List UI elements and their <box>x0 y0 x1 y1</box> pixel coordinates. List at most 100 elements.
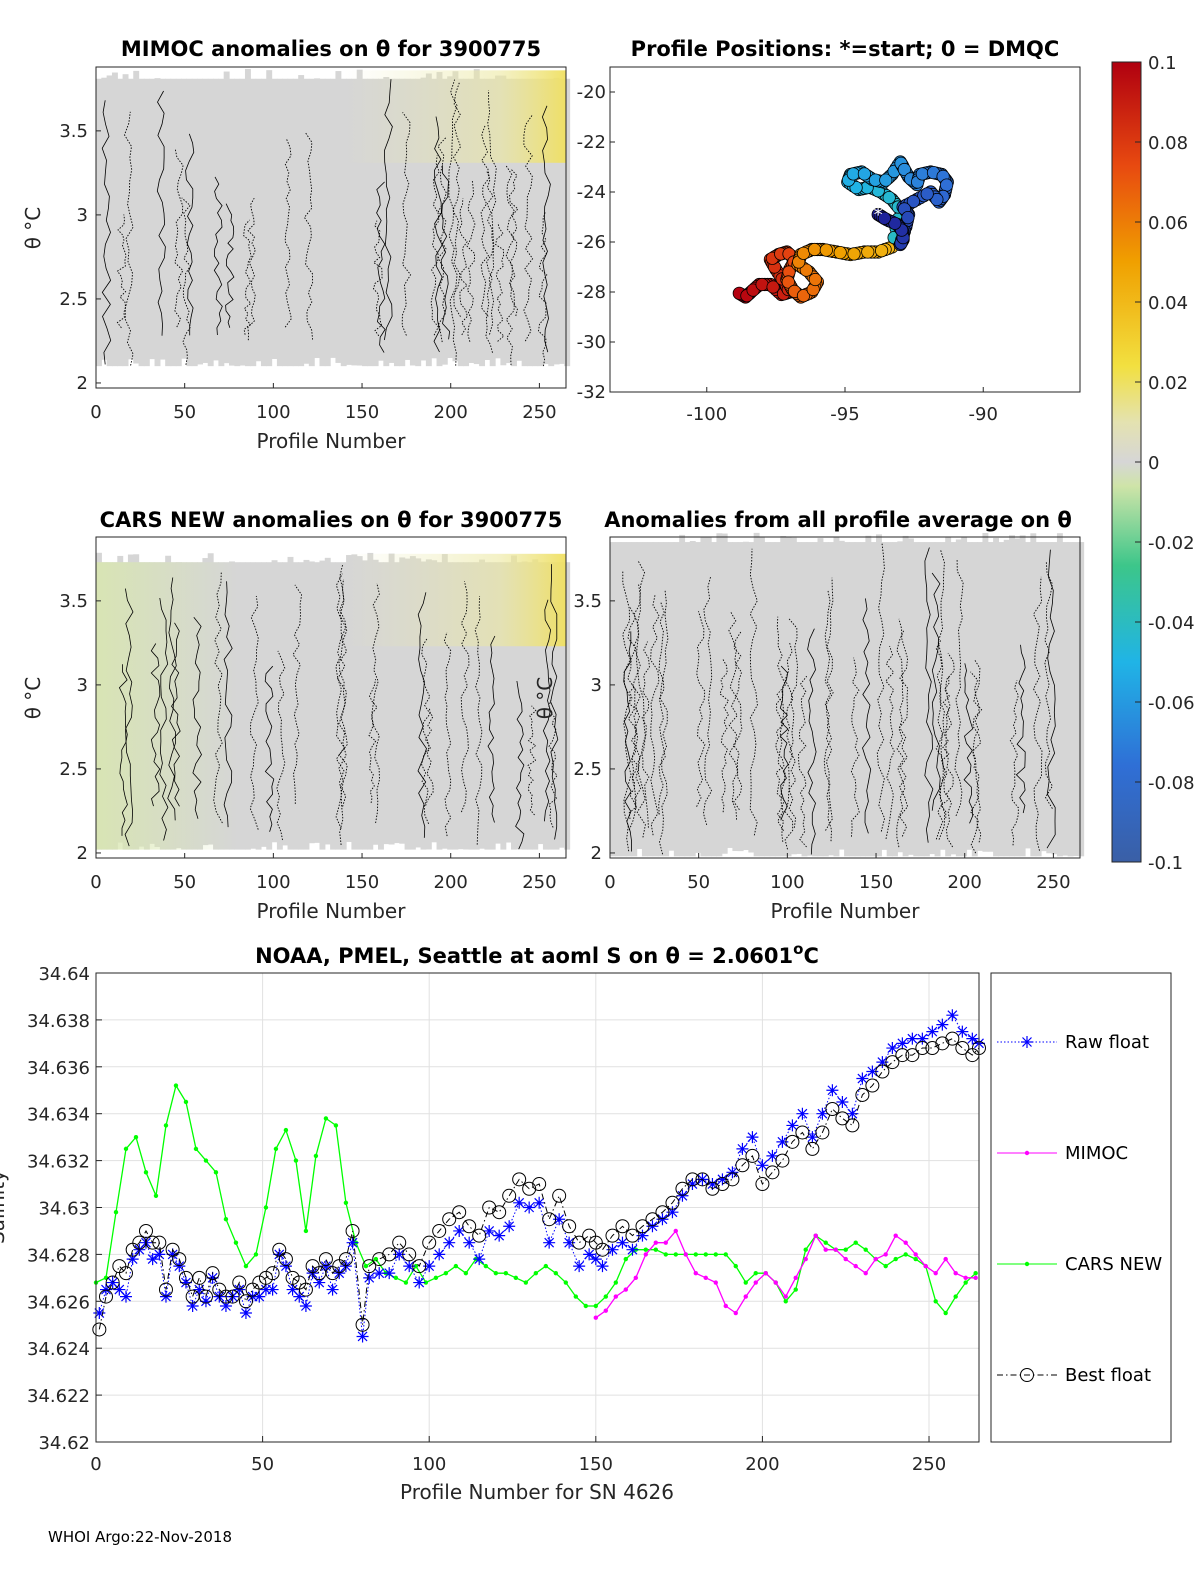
data-point <box>382 1247 397 1262</box>
contour-line <box>171 622 181 807</box>
field-column <box>532 559 539 850</box>
data-point <box>946 1009 959 1022</box>
field-column <box>149 78 156 360</box>
field-column <box>982 532 989 852</box>
data-point <box>655 1205 670 1220</box>
data-point <box>925 1041 940 1056</box>
contour-line <box>823 589 832 842</box>
contour-line <box>898 618 909 837</box>
contour-line <box>460 581 470 813</box>
field-column <box>801 542 808 857</box>
data-point <box>146 1253 159 1266</box>
data-point <box>272 1242 287 1257</box>
profile-position-marker <box>846 167 860 181</box>
data-point <box>873 1256 878 1262</box>
data-point <box>563 1236 576 1249</box>
data-point <box>522 1181 537 1196</box>
contour-line <box>124 588 134 847</box>
field-column <box>1009 535 1015 857</box>
data-point <box>645 1212 660 1227</box>
field-column <box>308 78 315 367</box>
x-tick-label: 100 <box>256 402 290 423</box>
data-point <box>616 1236 629 1249</box>
field-column <box>356 69 363 366</box>
data-point <box>953 1270 958 1276</box>
profile-position-marker <box>833 246 847 260</box>
allavg-ylabel: θ °C <box>533 677 557 720</box>
field-column <box>907 538 914 855</box>
field-column <box>511 555 517 850</box>
field-column <box>652 542 659 857</box>
field-column <box>620 542 627 857</box>
field-column <box>521 78 528 367</box>
data-point <box>893 1256 898 1262</box>
contour-line <box>931 572 941 811</box>
field-column <box>388 78 395 363</box>
data-point <box>192 1270 207 1285</box>
data-point <box>913 1256 918 1262</box>
data-point <box>553 1270 559 1276</box>
field-column <box>319 78 326 367</box>
data-point <box>763 1270 768 1276</box>
field-column <box>324 78 331 367</box>
data-point <box>626 1243 639 1256</box>
profile-position-marker <box>879 173 893 187</box>
data-point <box>596 1260 609 1273</box>
field-column <box>303 559 310 850</box>
data-point <box>283 1127 289 1133</box>
field-column <box>939 542 946 850</box>
field-column <box>260 562 267 847</box>
data-point <box>656 1213 669 1226</box>
data-point <box>573 1294 579 1299</box>
field-column <box>255 562 262 850</box>
legend-item: MIMOC <box>997 1143 1128 1164</box>
data-point <box>106 1276 119 1289</box>
field-column <box>838 540 845 850</box>
field-column <box>319 560 326 850</box>
data-point <box>853 1240 858 1245</box>
field-column <box>287 78 294 367</box>
field-column <box>372 559 379 845</box>
y-tick-label: 34.63 <box>38 1199 90 1220</box>
data-point <box>199 1295 212 1308</box>
data-point <box>916 1032 929 1045</box>
contour-line <box>466 179 476 342</box>
data-point <box>572 1235 587 1250</box>
x-tick-label: 200 <box>948 872 982 893</box>
field-column <box>542 78 549 365</box>
data-point <box>636 1229 649 1242</box>
field-column <box>553 562 560 850</box>
data-point <box>462 1219 477 1234</box>
field-column <box>743 541 749 851</box>
field-column <box>399 78 406 367</box>
data-point <box>613 1294 619 1299</box>
negative-anomaly-shade <box>96 562 238 850</box>
data-point <box>833 1247 838 1252</box>
mimoc-ticks: 0 50 100 150 200 250 2 2.5 3 3.5 <box>59 121 556 423</box>
data-point <box>935 1036 950 1051</box>
data-point <box>633 1275 638 1281</box>
field-column <box>961 537 968 857</box>
y-tick-label: 34.634 <box>27 1105 90 1126</box>
field-column <box>463 562 470 850</box>
field-column <box>393 562 400 844</box>
profile-position-marker <box>901 211 915 225</box>
field-column <box>276 562 283 850</box>
field-column <box>1040 542 1047 852</box>
data-point <box>703 1252 708 1257</box>
field-column <box>298 562 305 850</box>
data-point <box>813 1233 818 1238</box>
contour-line <box>101 100 112 365</box>
data-point <box>299 1299 312 1312</box>
data-point <box>613 1280 619 1285</box>
contour-line <box>527 705 537 816</box>
x-tick-label: 150 <box>859 872 893 893</box>
data-point <box>836 1095 849 1108</box>
contour-line <box>696 611 706 807</box>
data-point <box>623 1287 628 1292</box>
profile-position-marker <box>874 244 889 258</box>
field-column <box>282 562 289 846</box>
field-column <box>1035 542 1042 857</box>
field-column <box>500 562 507 850</box>
data-point <box>886 1042 899 1055</box>
